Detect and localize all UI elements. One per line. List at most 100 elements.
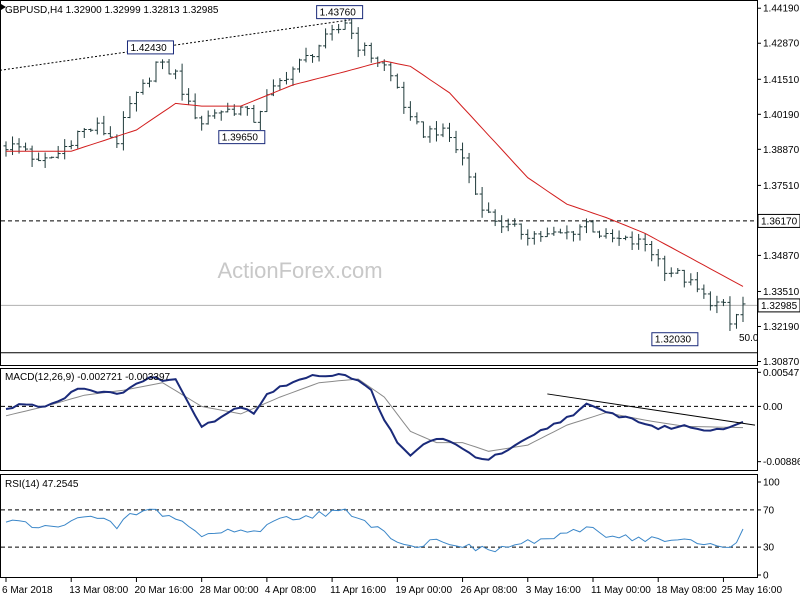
macd-trendline [547, 393, 756, 426]
ohlc-bar [557, 228, 563, 234]
macd-line [5, 372, 744, 461]
ohlc-bar [727, 296, 733, 331]
ohlc-bar [283, 71, 289, 85]
rsi-panel-frame [0, 474, 758, 578]
price-axis-label: 1.37510 [763, 181, 800, 192]
ohlc-bar [107, 126, 113, 138]
ohlc-bar [694, 272, 700, 293]
time-axis-label: 28 Mar 00:00 [200, 585, 259, 596]
time-axis-label: 26 Apr 08:00 [461, 585, 518, 596]
ohlc-bar [179, 63, 185, 101]
ohlc-bar [701, 284, 707, 299]
ohlc-bar [492, 209, 498, 227]
swing-label-text: 1.32030 [655, 335, 692, 346]
ohlc-bar [629, 231, 635, 251]
time-axis-label: 19 Apr 00:00 [395, 585, 452, 596]
ohlc-bar [649, 240, 655, 262]
price-axis-label: 1.41510 [763, 75, 800, 86]
macd-header: MACD(12,26,9) -0.002721 -0.003397 [5, 372, 171, 383]
ohlc-bar [544, 227, 550, 238]
price-axis-label: 1.32190 [763, 322, 800, 333]
axis-layer: 1.44190 1.42870 1.41510 1.40190 1.38870 1.375… [2, 4, 800, 596]
ohlc-bar [460, 142, 466, 166]
time-axis-label: 13 Mar 08:00 [69, 585, 128, 596]
rsi-axis-label: 100 [763, 478, 780, 489]
ohlc-bar [414, 112, 420, 125]
ohlc-bar [173, 69, 179, 80]
price-level-tag: 1.36170 [757, 213, 800, 228]
swing-label-box [651, 332, 699, 347]
ohlc-bar [36, 152, 42, 162]
ohlc-bar [199, 115, 205, 131]
ohlc-bar [433, 121, 439, 142]
ohlc-bar [10, 136, 16, 156]
ohlc-bar [583, 218, 589, 234]
ohlc-bar [512, 218, 518, 227]
swing-label: 1.39650 [218, 130, 266, 145]
ohlc-bar [238, 106, 244, 116]
ohlc-bar [146, 77, 152, 88]
ohlc-bar [388, 62, 394, 82]
ohlc-bar [133, 91, 139, 112]
price-axis-label: 1.44190 [763, 4, 800, 15]
time-axis-label: 6 Mar 2018 [2, 585, 53, 596]
ohlc-bar [610, 229, 616, 243]
ohlc-bar [212, 109, 218, 119]
time-axis-label: 3 May 16:00 [526, 585, 581, 596]
swing-label: 1.32030 [651, 332, 699, 347]
macd-panel-frame [0, 368, 758, 471]
ohlc-bar [368, 42, 374, 63]
price-layer: 1.42430 1.43760 1.39650 1.32030 50.0 [0, 5, 759, 354]
ohlc-bar [531, 231, 537, 245]
ohlc-bar [505, 218, 511, 232]
rsi-axis-label: 70 [763, 505, 775, 516]
ohlc-bar [205, 110, 211, 125]
price-axis-label: 1.42870 [763, 39, 800, 50]
ohlc-bar [616, 230, 622, 246]
ohlc-bar [218, 110, 224, 121]
price-level-tag: 1.32985 [757, 298, 800, 313]
ohlc-bar [623, 235, 629, 241]
ohlc-bar [362, 42, 368, 56]
ohlc-bar [153, 61, 159, 83]
swing-label-box [218, 130, 266, 145]
time-axis-label: 25 May 16:00 [721, 585, 782, 596]
ohlc-bar [290, 66, 296, 86]
ohlc-bar [244, 106, 250, 116]
ohlc-bar [277, 78, 283, 91]
ohlc-bar [688, 273, 694, 286]
price-level-tag-text: 1.32985 [761, 301, 798, 312]
ohlc-bar [642, 233, 648, 252]
rsi-line [5, 508, 744, 553]
ohlc-bar [714, 295, 720, 314]
price-level-tag-text: 1.36170 [761, 216, 798, 227]
swing-label-box [126, 40, 174, 55]
price-axis-label: 1.38870 [763, 145, 800, 156]
ohlc-bar [166, 58, 172, 75]
ohlc-bar [55, 145, 61, 159]
ohlc-bar [518, 223, 524, 240]
ohlc-bar [355, 27, 361, 58]
ohlc-bar [349, 16, 355, 40]
ohlc-bar [551, 226, 557, 236]
ohlc-bar [49, 156, 55, 159]
ohlc-bar [740, 296, 746, 323]
ohlc-bar [160, 59, 166, 70]
ohlc-bar [257, 110, 263, 131]
ohlc-bar [310, 54, 316, 63]
ohlc-bar [577, 224, 583, 241]
ohlc-bar [479, 186, 485, 218]
time-axis-label: 4 Apr 08:00 [265, 585, 317, 596]
fib-label: 50.0 [739, 333, 759, 344]
ohlc-bar [473, 172, 479, 195]
price-axis-label: 1.33510 [763, 287, 800, 298]
ohlc-bar [23, 142, 29, 152]
swing-label-text: 1.43760 [320, 8, 357, 19]
ohlc-bar [525, 229, 531, 246]
swing-label: 1.43760 [316, 5, 364, 20]
price-trendline [0, 19, 352, 71]
ohlc-bar [81, 127, 87, 138]
ohlc-bar [453, 130, 459, 154]
ohlc-bar [707, 291, 713, 311]
